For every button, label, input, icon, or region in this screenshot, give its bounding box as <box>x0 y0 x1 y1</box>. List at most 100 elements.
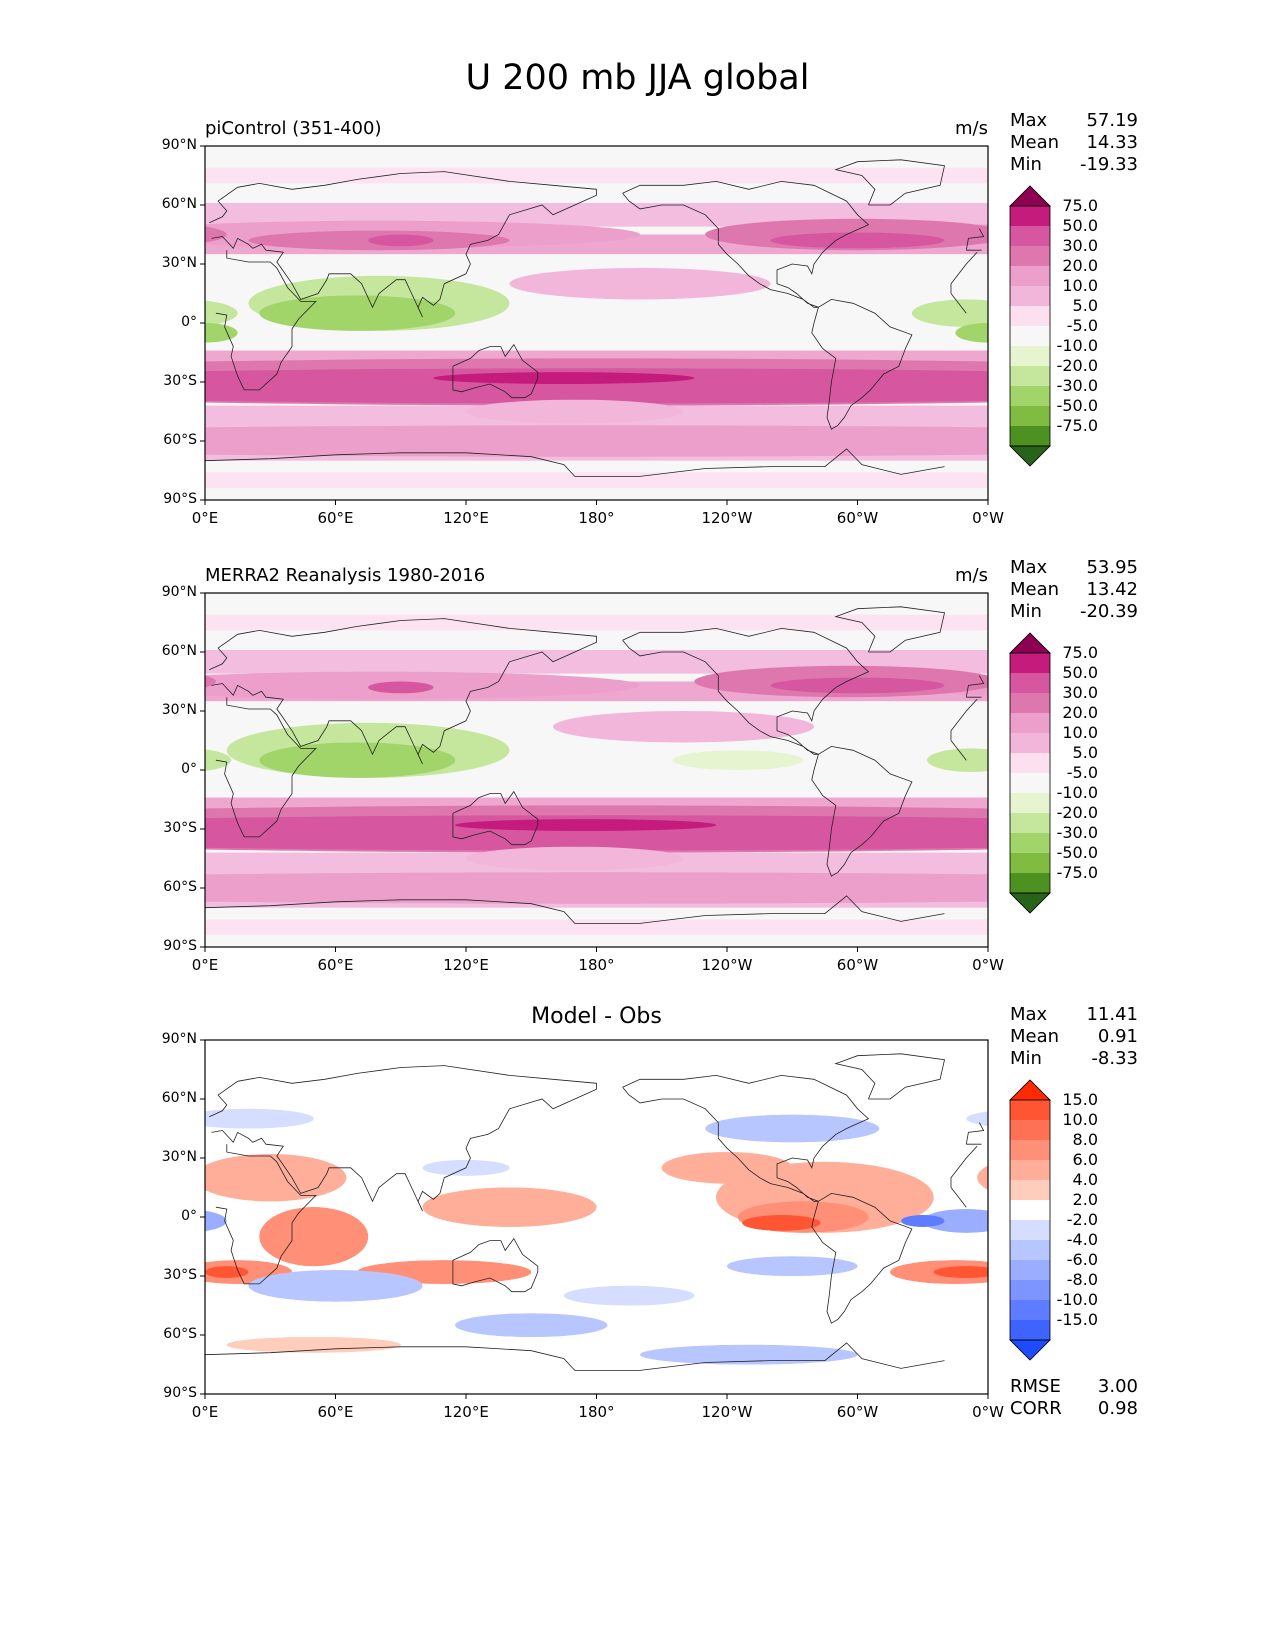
coastline-antarctica <box>205 895 945 924</box>
coastline-eurasia <box>209 1065 985 1212</box>
coastline-nam <box>622 627 870 755</box>
lon-tick-label: 120°W <box>701 956 753 974</box>
lat-tick-label: 30°N <box>161 255 197 271</box>
coastline-greenland <box>834 159 945 206</box>
panel-title: piControl (351-400) <box>205 118 382 139</box>
colorbar-label: -5.0 <box>1066 763 1098 782</box>
stat-min-label: Min <box>1010 154 1042 175</box>
coastline-africa <box>215 697 978 838</box>
coastline-nam <box>622 180 870 308</box>
colorbar-label: -30.0 <box>1056 376 1098 395</box>
stat-mean-value: 0.91 <box>1097 1026 1138 1047</box>
lon-tick-label: 120°E <box>443 956 489 974</box>
stat-max-value: 57.19 <box>1086 110 1138 131</box>
panel-difference: Model - Obs Max 11.41 Mean 0.91 Min -8.33 90°N 6… <box>0 1004 1275 1474</box>
lon-tick-label: 120°E <box>443 1403 489 1421</box>
lat-tick-label: 90°N <box>161 137 197 153</box>
coastline-antarctica <box>205 1342 945 1371</box>
lat-tick-label: 90°S <box>163 491 197 507</box>
stat-min-value: -8.33 <box>1091 1048 1138 1069</box>
coastline-aus <box>452 790 539 846</box>
stat-max-label: Max <box>1010 557 1048 578</box>
colorbar-label: -5.0 <box>1066 316 1098 335</box>
stat-min: Min -19.33 <box>1010 154 1138 176</box>
figure-title: U 200 mb JJA global <box>465 58 810 98</box>
stat-max: Max 11.41 <box>1010 1004 1138 1026</box>
coastline-aus <box>452 1237 539 1293</box>
coastline-nam <box>622 1074 870 1202</box>
lat-tick-label: 90°N <box>161 1031 197 1047</box>
colorbar-label: -20.0 <box>1056 356 1098 375</box>
coastline-sam <box>811 745 913 877</box>
colorbar-label: 75.0 <box>1062 643 1098 662</box>
colorbar-label: 30.0 <box>1062 236 1098 255</box>
coastline-greenland <box>834 1053 945 1100</box>
colorbar-label: 20.0 <box>1062 256 1098 275</box>
error-stats: RMSE 3.00 CORR 0.98 <box>1010 1376 1138 1420</box>
stat-rmse-label: RMSE <box>1010 1376 1061 1397</box>
lat-tick-label: 0° <box>181 314 197 330</box>
colorbar-label: -30.0 <box>1056 823 1098 842</box>
lon-tick-label: 0°W <box>972 1403 1004 1421</box>
colorbar-label: 30.0 <box>1062 683 1098 702</box>
units-label: m/s <box>955 565 988 586</box>
lat-tick-label: 30°N <box>161 702 197 718</box>
stat-mean-label: Mean <box>1010 579 1060 600</box>
panel-merra2: MERRA2 Reanalysis 1980-2016 m/s Max 53.95 Me… <box>0 557 1275 1027</box>
stat-max: Max 53.95 <box>1010 557 1138 579</box>
coastline-eurasia <box>209 171 985 318</box>
lat-tick-label: 30°S <box>163 820 197 836</box>
stats-box: Max 53.95 Mean 13.42 Min -20.39 <box>1010 557 1138 623</box>
colorbar-label: 8.0 <box>1072 1130 1098 1149</box>
colorbar-label: -6.0 <box>1066 1250 1098 1269</box>
stat-max-value: 11.41 <box>1086 1004 1138 1025</box>
panel-title: Model - Obs <box>531 1004 662 1029</box>
lon-tick-label: 60°W <box>836 1403 879 1421</box>
colorbar-label: 50.0 <box>1062 663 1098 682</box>
lon-tick-label: 180° <box>578 1403 615 1421</box>
colorbar-label: 10.0 <box>1062 1110 1098 1129</box>
colorbar-label: 15.0 <box>1062 1090 1098 1109</box>
stat-min-label: Min <box>1010 601 1042 622</box>
colorbar-label: 4.0 <box>1072 1170 1098 1189</box>
lon-tick-label: 0°E <box>191 956 219 974</box>
lat-tick-label: 90°S <box>163 1385 197 1401</box>
lon-tick-label: 0°E <box>191 509 219 527</box>
colorbar-label: 20.0 <box>1062 703 1098 722</box>
stat-min-label: Min <box>1010 1048 1042 1069</box>
lon-tick-label: 0°E <box>191 1403 219 1421</box>
stat-max: Max 57.19 <box>1010 110 1138 132</box>
lon-tick-label: 120°W <box>701 1403 753 1421</box>
lat-tick-label: 30°S <box>163 373 197 389</box>
stat-corr-value: 0.98 <box>1097 1398 1138 1419</box>
stat-min: Min -8.33 <box>1010 1048 1138 1070</box>
lon-tick-label: 180° <box>578 956 615 974</box>
stat-rmse: RMSE 3.00 <box>1010 1376 1138 1398</box>
colorbar-label: -4.0 <box>1066 1230 1098 1249</box>
map-plot <box>200 145 1051 505</box>
lon-tick-label: 180° <box>578 509 615 527</box>
colorbar-label: -50.0 <box>1056 396 1098 415</box>
stat-mean: Mean 0.91 <box>1010 1026 1138 1048</box>
colorbar-label: -8.0 <box>1066 1270 1098 1289</box>
lon-tick-label: 60°E <box>317 1403 354 1421</box>
stat-mean-label: Mean <box>1010 132 1060 153</box>
stat-mean-value: 14.33 <box>1086 132 1138 153</box>
lon-tick-label: 60°W <box>836 509 879 527</box>
lon-tick-label: 60°E <box>317 509 354 527</box>
colorbar-label: 10.0 <box>1062 276 1098 295</box>
stat-mean-value: 13.42 <box>1086 579 1138 600</box>
panel-picontrol: piControl (351-400) m/s Max 57.19 Mean 14.33 M… <box>0 110 1275 580</box>
coastline-aus <box>452 343 539 399</box>
lon-tick-label: 120°E <box>443 509 489 527</box>
colorbar-label: -2.0 <box>1066 1210 1098 1229</box>
lat-tick-label: 0° <box>181 1208 197 1224</box>
stat-min: Min -20.39 <box>1010 601 1138 623</box>
coastline-sam <box>811 298 913 430</box>
lon-tick-label: 0°W <box>972 509 1004 527</box>
stats-box: Max 57.19 Mean 14.33 Min -19.33 <box>1010 110 1138 176</box>
lat-tick-label: 30°S <box>163 1267 197 1283</box>
colorbar-label: -75.0 <box>1056 863 1098 882</box>
lat-tick-label: 0° <box>181 761 197 777</box>
colorbar-label: -10.0 <box>1056 1290 1098 1309</box>
